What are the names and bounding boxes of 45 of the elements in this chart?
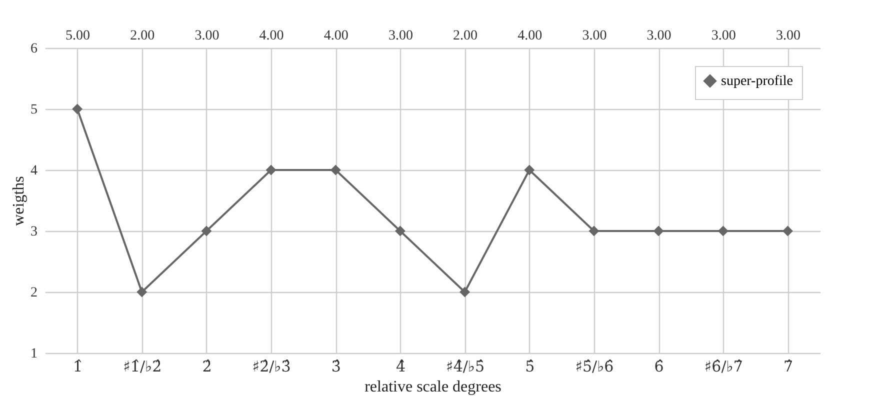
x-tick-label: 7̂ [783,358,793,376]
text: 3.00 [194,28,220,44]
text: 3.00 [646,28,672,44]
point [394,226,406,236]
x-tick-label: 1̂ [73,358,83,376]
text: 3.00 [388,28,413,44]
point [588,226,600,236]
y-tick-label: 1 [30,346,38,362]
text: 2.00 [130,28,155,44]
y-axis-title: weigths [10,176,28,226]
point [330,164,341,176]
point [718,226,728,236]
point [460,286,470,298]
x-tick-label: ♯4̂/♭5̂ [446,358,485,376]
text: 4.00 [259,28,284,44]
point [653,226,664,236]
text: 2.00 [453,28,478,44]
x-tick-label: ♯1̂/♭2̂ [123,358,162,376]
point [524,164,535,176]
text: 4.00 [324,28,348,44]
x-tick-label: ♯2̂/♭3̂ [252,358,291,376]
text: 3.00 [776,28,800,44]
y-tick-label: 4 [30,164,38,178]
y-tick-label: 5 [30,102,38,118]
legend-label: super-profile [721,74,794,89]
x-tick-label: 5̂ [525,358,535,376]
y-tick-label: 3 [30,224,38,240]
text: 3.00 [582,28,607,44]
point [201,226,212,236]
text: 3.00 [711,28,736,44]
y-tick-label: 6 [30,42,38,56]
text: 5.00 [66,28,90,44]
x-tick-label: ♯6̂/♭7̂ [704,358,743,376]
point [72,104,83,114]
point [136,286,148,298]
x-axis-title: relative scale degrees [364,378,502,396]
point [782,226,793,236]
text: 4.00 [518,28,542,44]
x-tick-label: 2̂ [202,358,212,376]
x-tick-label: 3̂ [331,358,341,376]
x-tick-label: 6̂ [654,358,664,376]
x-tick-label: 4̂ [396,358,406,376]
x-tick-label: ♯5̂/♭6̂ [575,358,614,376]
y-tick-label: 2 [30,286,38,300]
point [266,164,276,176]
